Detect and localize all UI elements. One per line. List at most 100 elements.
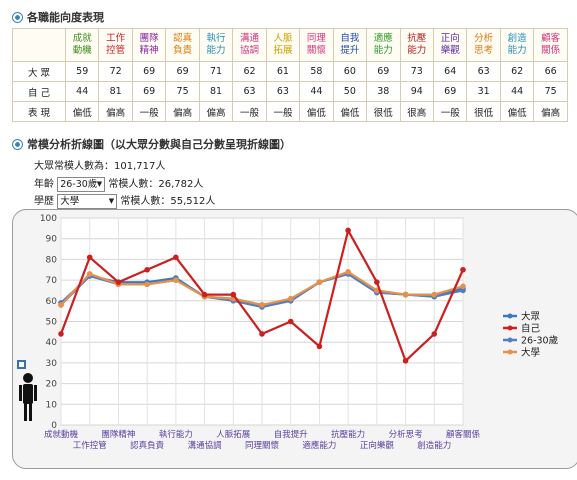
header-line: 拓展 bbox=[273, 45, 293, 56]
header-cell: 正向 樂觀 bbox=[432, 28, 468, 62]
table-cell: 一般 bbox=[432, 101, 468, 122]
header-line: 顧客 bbox=[541, 33, 561, 44]
y-tick-label: 10 bbox=[46, 400, 58, 410]
table-cell: 偏高 bbox=[533, 101, 568, 122]
dropdown-arrow-icon: ▼ bbox=[108, 196, 115, 205]
legend-marker bbox=[507, 325, 513, 331]
y-tick-label: 100 bbox=[40, 214, 57, 224]
table-cell: 75 bbox=[165, 81, 200, 102]
header-line: 負責 bbox=[173, 45, 193, 56]
row-label: 大 眾 bbox=[12, 61, 66, 82]
table-cell: 58 bbox=[299, 61, 334, 82]
x-tick-label: 執行能力 bbox=[159, 429, 193, 440]
chart-section-title: 常模分析折線圖（以大眾分數與自己分數呈現折線圖） bbox=[12, 136, 291, 152]
table-cell: 59 bbox=[64, 61, 100, 82]
data-point bbox=[58, 331, 64, 337]
table-cell: 69 bbox=[131, 81, 167, 102]
table-cell: 69 bbox=[432, 81, 468, 102]
edu-select-value: 大學 bbox=[60, 195, 80, 207]
table-cell: 44 bbox=[499, 81, 535, 102]
header-cell: 同理 關懷 bbox=[299, 28, 334, 62]
bullet-icon bbox=[12, 11, 23, 23]
header-cell: 團隊 精神 bbox=[131, 28, 167, 62]
header-line: 思考 bbox=[474, 45, 494, 56]
y-tick-label: 60 bbox=[46, 297, 58, 307]
data-point bbox=[259, 302, 265, 308]
table-cell: 50 bbox=[332, 81, 368, 102]
legend-label: 26-30歲 bbox=[521, 335, 559, 347]
table-cell: 61 bbox=[265, 61, 301, 82]
header-line: 動機 bbox=[72, 45, 92, 56]
bullet-icon bbox=[12, 138, 23, 150]
header-line: 團隊 bbox=[139, 33, 159, 44]
header-line: 人脈 bbox=[273, 33, 293, 44]
table-cell: 一般 bbox=[232, 101, 267, 122]
age-select[interactable]: 26-30歲 ▼ bbox=[57, 176, 106, 192]
header-line: 能力 bbox=[206, 45, 226, 56]
header-cell: 成就 動機 bbox=[64, 28, 100, 62]
header-line: 執行 bbox=[206, 33, 226, 44]
data-point bbox=[402, 291, 409, 298]
header-line: 同理 bbox=[306, 33, 326, 44]
table-cell: 94 bbox=[399, 81, 434, 102]
y-tick-label: 80 bbox=[46, 255, 58, 265]
x-tick-label: 團隊精神 bbox=[101, 429, 135, 440]
x-tick-label: 成就動機 bbox=[44, 429, 79, 440]
table-row: 大 眾 59 72 69 69 71 62 61 58 60 69 73 64 63 62 66 bbox=[12, 61, 568, 82]
header-cell: 分析 思考 bbox=[466, 28, 501, 62]
data-point bbox=[259, 331, 265, 337]
table-cell: 偏低 bbox=[64, 101, 100, 122]
header-line: 精神 bbox=[139, 45, 159, 56]
header-line: 關係 bbox=[541, 45, 561, 56]
table-cell: 31 bbox=[466, 81, 501, 102]
x-tick-label: 同理關懷 bbox=[245, 440, 280, 451]
data-point bbox=[431, 291, 438, 298]
table-cell: 38 bbox=[366, 81, 401, 102]
table-cell: 63 bbox=[232, 81, 267, 102]
x-tick-label: 抗壓能力 bbox=[331, 429, 365, 440]
table-cell: 62 bbox=[232, 61, 267, 82]
data-point bbox=[230, 291, 237, 298]
header-line: 溝通 bbox=[239, 33, 259, 44]
data-point bbox=[431, 331, 438, 337]
table-cell: 81 bbox=[98, 81, 133, 102]
x-tick-label: 自我提升 bbox=[274, 429, 309, 440]
chart-panel: 0 10 20 30 40 50 60 70 80 90 100 成就動機 工作控管 團隊精神 認真負責 執行… bbox=[12, 209, 577, 469]
edu-label: 學歷 bbox=[34, 196, 54, 207]
header-line: 抗壓 bbox=[407, 33, 427, 44]
data-point bbox=[460, 266, 466, 273]
y-tick-label: 0 bbox=[51, 421, 57, 431]
legend-marker bbox=[507, 313, 513, 319]
x-tick-label: 適應能力 bbox=[302, 440, 336, 451]
table-cell: 很高 bbox=[399, 101, 434, 122]
edu-row: 學歷 大學 ▼ 常模人數：55,512人 bbox=[34, 192, 215, 209]
y-tick-label: 50 bbox=[46, 318, 58, 328]
header-cell: 溝通 協調 bbox=[232, 28, 267, 62]
edu-select[interactable]: 大學 ▼ bbox=[57, 193, 118, 209]
chart-title-text: 常模分析折線圖（以大眾分數與自己分數呈現折線圖） bbox=[27, 138, 291, 151]
row-label: 自 己 bbox=[12, 81, 66, 102]
age-count: 常模人數：26,782人 bbox=[108, 179, 204, 190]
data-point bbox=[402, 358, 409, 364]
legend-label: 大眾 bbox=[521, 311, 541, 323]
ability-title-text: 各職能向度表現 bbox=[27, 11, 104, 24]
header-line: 分析 bbox=[474, 33, 494, 44]
header-cell: 抗壓 能力 bbox=[399, 28, 434, 62]
table-cell: 73 bbox=[399, 61, 434, 82]
data-point bbox=[345, 269, 351, 275]
x-tick-label: 認真負責 bbox=[130, 440, 165, 451]
header-cell: 認真 負責 bbox=[165, 28, 200, 62]
table-cell: 偏高 bbox=[198, 101, 234, 122]
header-corner bbox=[12, 28, 66, 62]
legend-label: 自己 bbox=[521, 323, 541, 335]
header-line: 能力 bbox=[507, 45, 527, 56]
data-point bbox=[345, 227, 351, 234]
header-cell: 執行 能力 bbox=[198, 28, 234, 62]
header-line: 認真 bbox=[173, 33, 193, 44]
x-tick-label: 正向樂觀 bbox=[360, 440, 395, 451]
header-line: 正向 bbox=[440, 33, 460, 44]
header-cell: 人脈 拓展 bbox=[265, 28, 301, 62]
table-cell: 62 bbox=[499, 61, 535, 82]
header-cell: 創造 能力 bbox=[499, 28, 535, 62]
legend-marker bbox=[507, 337, 513, 343]
